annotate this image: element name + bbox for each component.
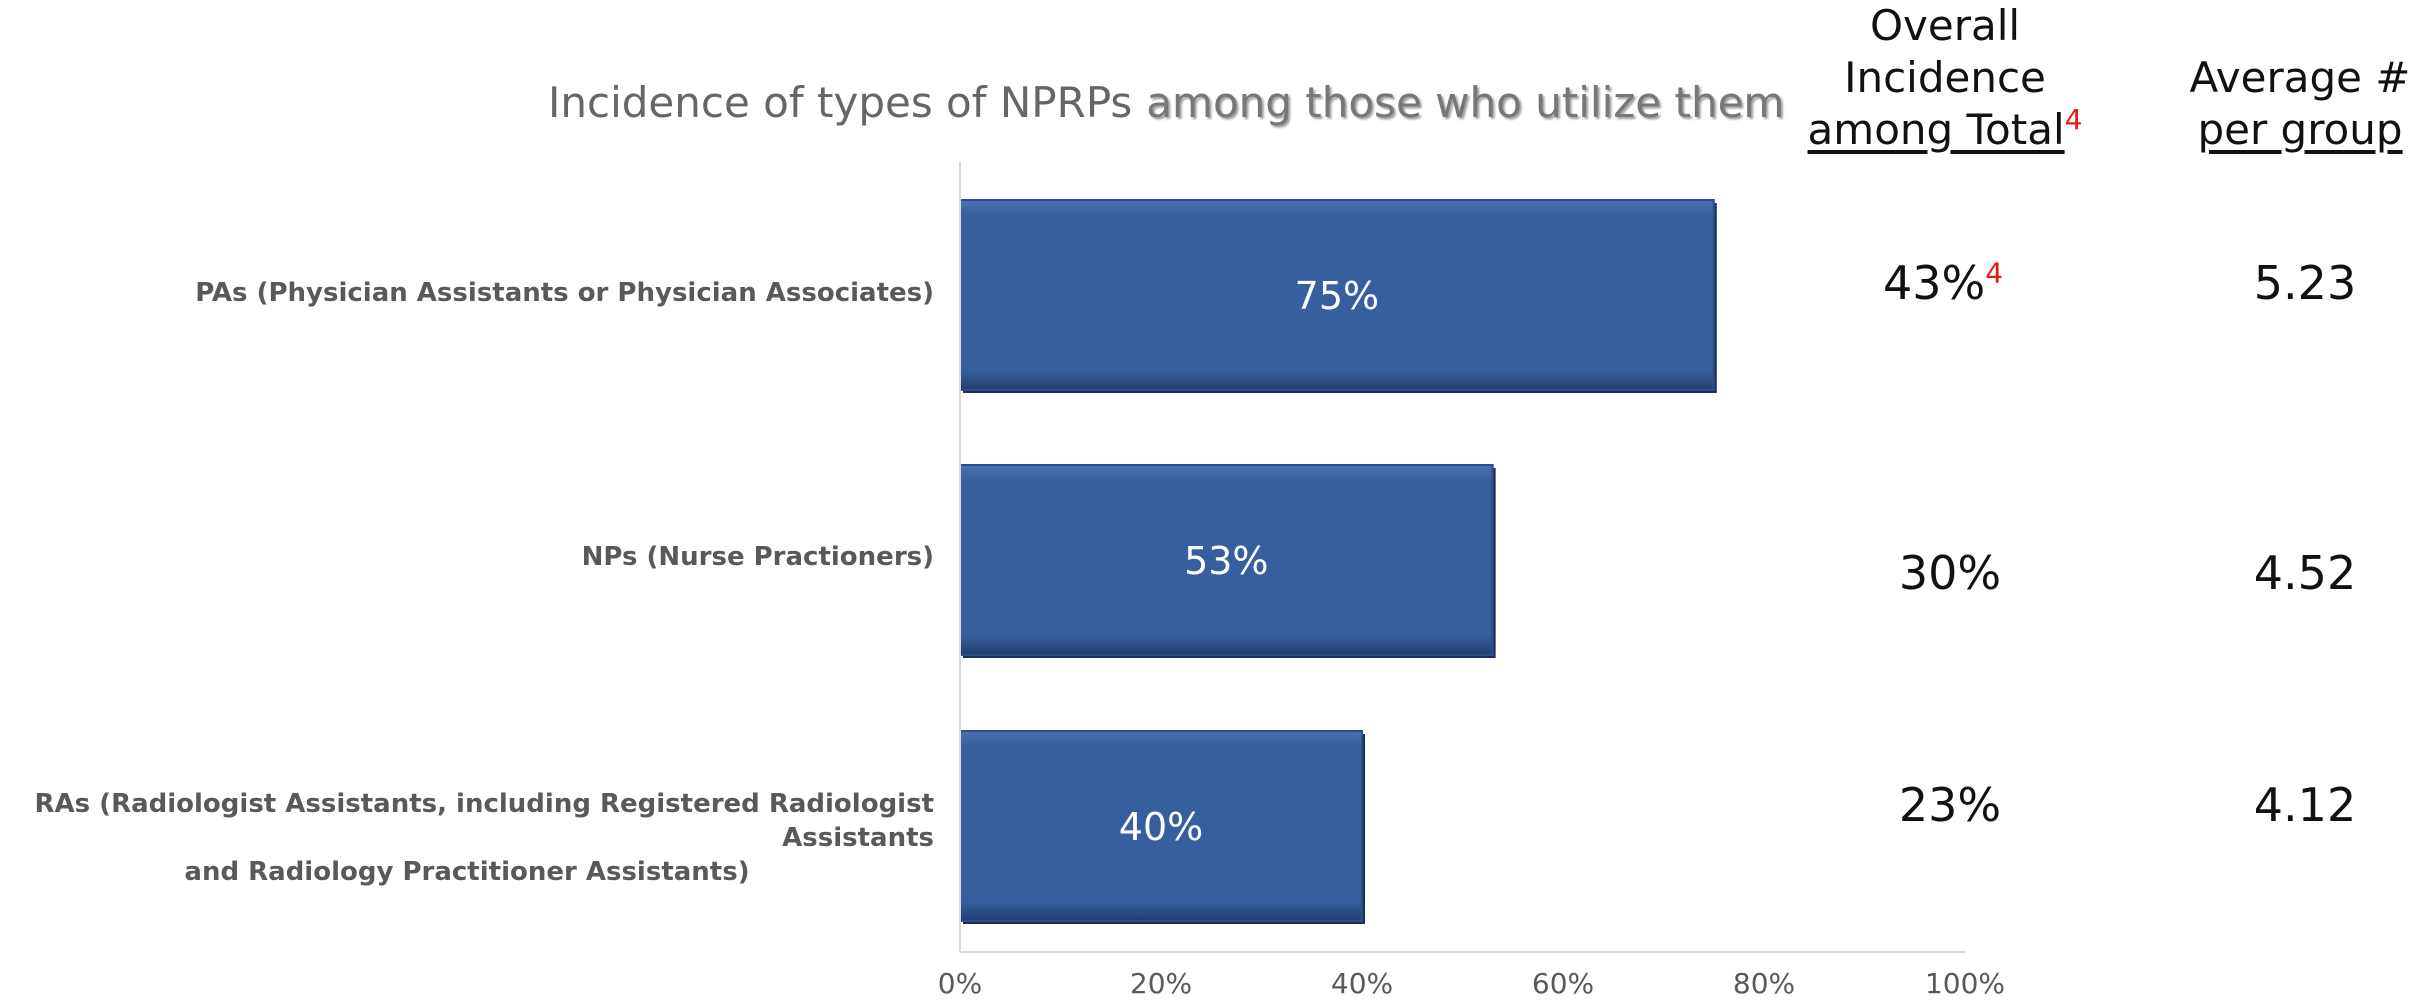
overall-header-line3: among Total4 xyxy=(1790,104,2100,156)
chart-title-part2: among those who utilize them xyxy=(1146,78,1785,127)
x-tick-label-0: 0% xyxy=(938,967,982,1000)
category-label-nps: NPs (Nurse Practioners) xyxy=(582,540,934,574)
average-header-line1: Average # xyxy=(2189,53,2411,102)
category-label-ras-line2: and Radiology Practitioner Assistants) xyxy=(184,857,750,887)
bar-data-label-2: 40% xyxy=(1119,805,1203,849)
overall-incidence-pas-value: 43% xyxy=(1882,256,1986,310)
category-label-ras: RAs (Radiologist Assistants, including R… xyxy=(0,787,934,889)
overall-header-line1: Overall xyxy=(1869,1,2021,50)
overall-header-line2: Incidence xyxy=(1844,53,2046,102)
category-label-pas: PAs (Physician Assistants or Physician A… xyxy=(195,276,934,310)
x-tick-label-2: 40% xyxy=(1331,967,1393,1000)
chart-title-part1: Incidence of types of NPRPs xyxy=(548,78,1133,127)
overall-incidence-header: Overall Incidence among Total4 xyxy=(1790,0,2100,156)
category-label-nps-line1: NPs (Nurse Practioners) xyxy=(581,542,934,572)
x-tick-label-1: 20% xyxy=(1130,967,1192,1000)
overall-incidence-nps-value: 30% xyxy=(1898,546,2002,600)
average-per-group-pas: 5.23 xyxy=(2253,256,2357,310)
category-label-ras-line1: RAs (Radiologist Assistants, including R… xyxy=(34,789,934,853)
average-per-group-ras: 4.12 xyxy=(2253,778,2357,832)
category-label-pas-line1: PAs (Physician Assistants or Physician A… xyxy=(195,278,934,308)
bar-data-label-0: 75% xyxy=(1295,274,1379,318)
bar-1 xyxy=(959,464,1494,656)
x-tick-label-4: 80% xyxy=(1733,967,1795,1000)
bar-0 xyxy=(959,199,1715,391)
average-per-group-nps: 4.52 xyxy=(2253,546,2357,600)
average-per-group-header: Average # per group xyxy=(2180,52,2412,156)
overall-header-footnote: 4 xyxy=(2064,103,2083,136)
overall-incidence-ras-value: 23% xyxy=(1898,778,2002,832)
chart-title: Incidence of types of NPRPs among those w… xyxy=(548,78,1784,127)
average-header-line2: per group xyxy=(2197,105,2403,154)
overall-header-line3-text: among Total xyxy=(1807,105,2065,154)
overall-incidence-pas: 43%4 xyxy=(1883,256,2003,310)
x-tick-label-3: 60% xyxy=(1532,967,1594,1000)
bar-2 xyxy=(959,730,1363,922)
bar-data-label-1: 53% xyxy=(1184,539,1268,583)
overall-incidence-pas-footnote: 4 xyxy=(1985,256,2004,290)
x-tick-label-5: 100% xyxy=(1925,967,2005,1000)
overall-incidence-ras: 23% xyxy=(1899,778,2001,832)
overall-incidence-nps: 30% xyxy=(1899,546,2001,600)
